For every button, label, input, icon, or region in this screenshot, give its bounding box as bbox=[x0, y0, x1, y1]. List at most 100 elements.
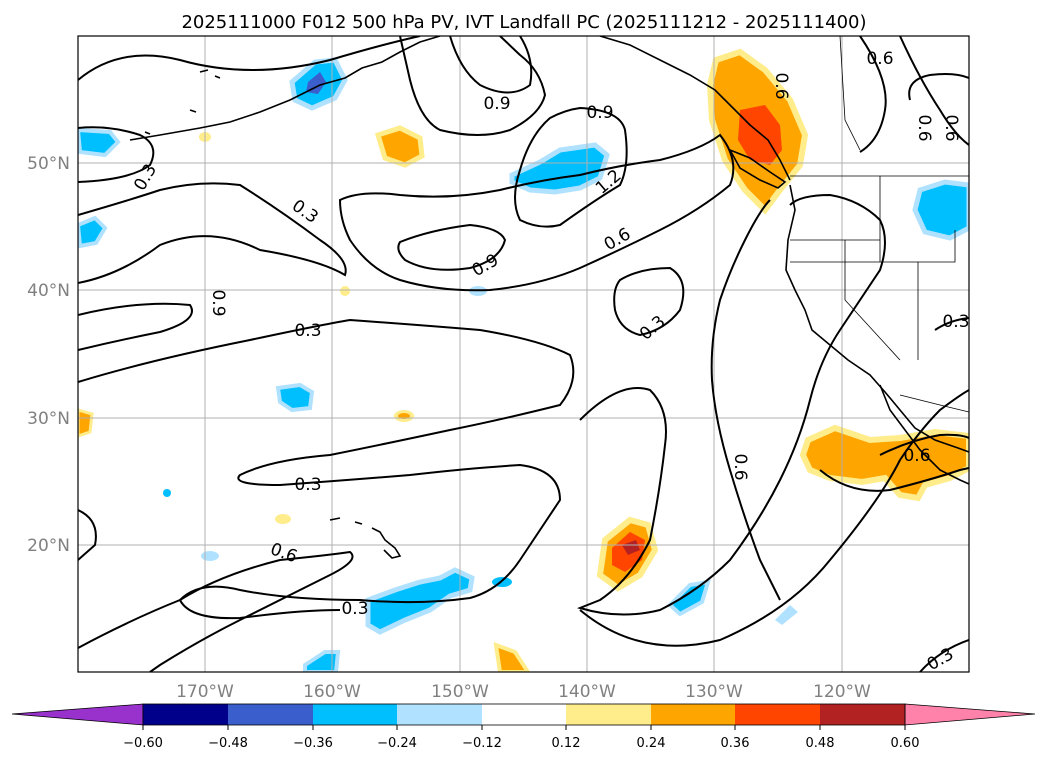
contour-label: 0.3 bbox=[294, 321, 321, 341]
contour-label: 0.6 bbox=[771, 72, 791, 99]
lon-label: 140°W bbox=[558, 682, 616, 702]
contour-label: 0.9 bbox=[208, 289, 228, 316]
colorbar-segment bbox=[397, 704, 482, 725]
graticule bbox=[78, 36, 969, 672]
contour-21 bbox=[908, 73, 969, 101]
coast-hawaii bbox=[329, 517, 402, 559]
border-alaska-canada bbox=[839, 36, 861, 151]
colorbar-tick-label: 0.36 bbox=[721, 736, 750, 751]
map-frame bbox=[77, 35, 970, 673]
coast-baja bbox=[879, 384, 969, 485]
colorbar-segment bbox=[482, 704, 566, 725]
map-area bbox=[78, 36, 969, 672]
coast-aleutians bbox=[129, 36, 441, 141]
lat-label: 30°N bbox=[27, 409, 70, 429]
shade-blue-33n bbox=[275, 382, 315, 413]
contour-15 bbox=[710, 199, 781, 601]
colorbar-tick-label: 0.12 bbox=[552, 736, 581, 751]
contour-7 bbox=[78, 550, 354, 672]
colorbar-tick-label: −0.12 bbox=[462, 736, 502, 751]
shade-south-dark bbox=[622, 540, 640, 555]
contour-label: 0.9 bbox=[483, 94, 510, 114]
colorbar-segment bbox=[143, 704, 228, 725]
colorbar: −0.60 −0.48 −0.36 −0.24 −0.12 0.12 0.24 … bbox=[11, 703, 1036, 751]
coastlines bbox=[129, 36, 969, 559]
contour-18 bbox=[879, 433, 969, 456]
colorbar-tick-label: −0.48 bbox=[208, 736, 248, 751]
contour-3 bbox=[78, 182, 347, 284]
contour-19 bbox=[899, 36, 969, 146]
colorbar-tick-labels: −0.60 −0.48 −0.36 −0.24 −0.12 0.12 0.24 … bbox=[123, 736, 919, 751]
lat-label: 50°N bbox=[27, 154, 70, 174]
shade-left-blue-2 bbox=[78, 215, 108, 249]
colorbar-segment bbox=[566, 704, 651, 725]
contour-5 bbox=[78, 318, 575, 620]
colorbar-segment bbox=[820, 704, 905, 725]
contour-9 bbox=[449, 36, 533, 94]
colorbar-extend-high bbox=[904, 703, 1036, 726]
contour-label: 0.9 bbox=[586, 103, 613, 123]
border-us-mexico bbox=[899, 394, 969, 413]
coast-vancouver-island bbox=[728, 148, 787, 189]
contour-1 bbox=[78, 36, 421, 81]
shade-lower-blue-4 bbox=[303, 650, 341, 672]
colorbar-tick-label: 0.60 bbox=[891, 736, 920, 751]
contour-12 bbox=[338, 133, 735, 292]
shade-lower-blue-5 bbox=[775, 605, 798, 625]
coast-islands-nw bbox=[144, 69, 221, 135]
coast-alaska-panhandle bbox=[599, 36, 791, 181]
lon-label: 120°W bbox=[813, 682, 871, 702]
colorbar-segment bbox=[313, 704, 397, 725]
lon-axis-labels: 170°W 160°W 150°W 140°W 130°W 120°W bbox=[176, 682, 871, 702]
lon-label: 160°W bbox=[303, 682, 361, 702]
contour-4 bbox=[78, 302, 193, 351]
coast-west-us bbox=[785, 184, 969, 453]
lat-label: 20°N bbox=[27, 536, 70, 556]
colorbar-tick-marks bbox=[142, 725, 906, 730]
contour-label: 0.3 bbox=[341, 599, 368, 619]
colorbar-tick-label: 0.48 bbox=[806, 736, 835, 751]
contour-6 bbox=[78, 509, 97, 561]
shade-yellow-4 bbox=[275, 514, 291, 524]
shade-east-blue bbox=[912, 179, 969, 241]
contour-13 bbox=[613, 266, 685, 337]
shade-yellow-1 bbox=[340, 286, 350, 296]
shade-blue-small-2 bbox=[201, 551, 219, 561]
shade-pnw-red bbox=[738, 105, 782, 165]
pv-contours bbox=[78, 36, 969, 672]
colorbar-segment bbox=[651, 704, 735, 725]
colorbar-tick-label: −0.24 bbox=[377, 736, 417, 751]
contour-11 bbox=[397, 223, 507, 271]
lat-axis-labels: 50°N 40°N 30°N 20°N bbox=[27, 154, 70, 556]
contour-2 bbox=[78, 126, 155, 183]
colorbar-extend-low bbox=[11, 703, 144, 726]
figure-title: 2025111000 F012 500 hPa PV, IVT Landfall… bbox=[181, 12, 866, 33]
colorbar-tick-label: 0.24 bbox=[637, 736, 666, 751]
lat-label: 40°N bbox=[27, 281, 70, 301]
contour-16 bbox=[579, 389, 969, 647]
contour-label: 0.6 bbox=[903, 446, 930, 466]
shade-left-orange bbox=[78, 408, 94, 438]
contour-label: 0.3 bbox=[294, 475, 321, 495]
colorbar-segment bbox=[735, 704, 820, 725]
shade-left-blue-1 bbox=[78, 127, 121, 158]
contour-22 bbox=[934, 317, 969, 331]
shade-lower-orange bbox=[493, 641, 531, 672]
shade-orange-n bbox=[374, 125, 425, 168]
contour-label: 0.3 bbox=[942, 312, 969, 332]
contour-20 bbox=[859, 36, 887, 153]
shade-goa-dark bbox=[306, 72, 326, 94]
contour-8 bbox=[399, 36, 547, 136]
lon-label: 150°W bbox=[431, 682, 489, 702]
contour-label: 0.6 bbox=[914, 114, 934, 141]
colorbar-segment bbox=[228, 704, 313, 725]
contour-23 bbox=[919, 639, 969, 672]
border-states-4 bbox=[844, 240, 901, 361]
shade-lower-blue-3 bbox=[667, 579, 711, 617]
contour-label: 0.6 bbox=[941, 114, 961, 141]
lon-label: 130°W bbox=[685, 682, 743, 702]
lon-label: 170°W bbox=[176, 682, 234, 702]
contour-10 bbox=[514, 106, 628, 228]
contour-label: 0.6 bbox=[730, 453, 750, 480]
